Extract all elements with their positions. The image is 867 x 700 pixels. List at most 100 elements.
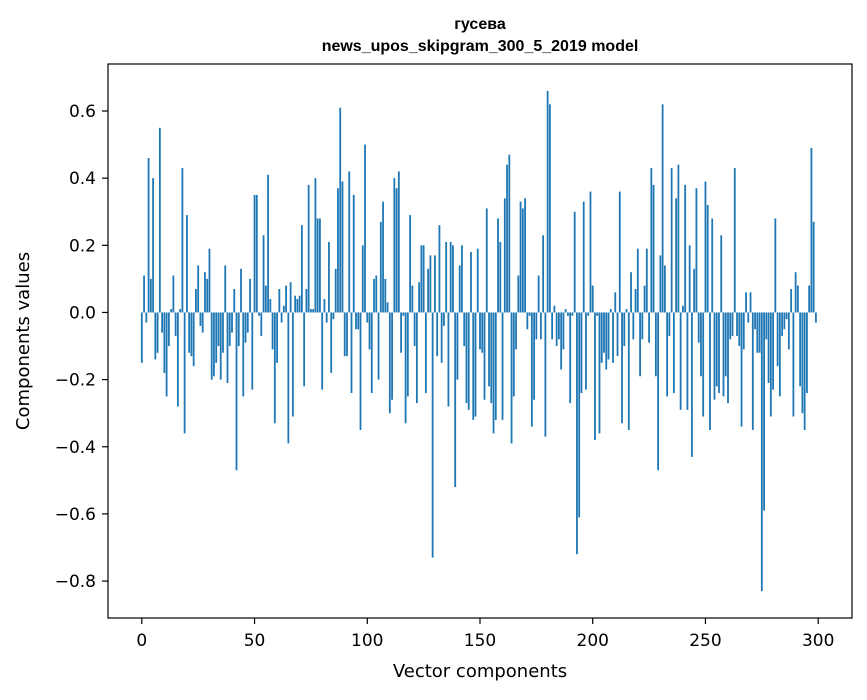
bar [436, 312, 439, 357]
bar [228, 312, 231, 347]
bar [242, 312, 245, 397]
bar [682, 305, 684, 313]
bar [654, 312, 657, 377]
bar [402, 312, 405, 316]
bar [783, 312, 786, 330]
bar [648, 312, 650, 343]
bar [161, 312, 164, 333]
bar [143, 275, 145, 313]
bar [359, 312, 362, 430]
bar [267, 174, 269, 313]
bar [621, 312, 623, 424]
bar [555, 312, 558, 347]
bar [508, 154, 511, 313]
bar [305, 288, 308, 313]
bar [796, 285, 799, 313]
bar [607, 312, 610, 360]
bar [465, 312, 468, 404]
bar [503, 198, 506, 313]
bar [585, 312, 587, 390]
bar [758, 312, 761, 353]
bar [567, 312, 569, 316]
bar [140, 312, 143, 363]
bar [729, 312, 732, 340]
bar [490, 312, 493, 404]
bar [485, 208, 488, 313]
bar [420, 245, 423, 313]
bar [183, 312, 186, 434]
x-tick-label: 0 [136, 631, 147, 651]
bar [409, 215, 412, 313]
bar [767, 312, 770, 383]
bar [587, 312, 590, 316]
bar [307, 184, 310, 313]
bar [406, 312, 409, 397]
y-tick-label: 0.4 [69, 169, 96, 189]
bar [668, 312, 671, 336]
bar [670, 168, 673, 313]
bar [481, 312, 484, 353]
bar [222, 312, 224, 353]
bar-series [140, 90, 817, 592]
bar [312, 309, 315, 313]
bar [429, 255, 432, 313]
bar [152, 178, 154, 313]
x-tick-label: 250 [689, 631, 721, 651]
bar [787, 312, 790, 350]
bar [569, 312, 572, 404]
bar [273, 312, 276, 424]
bar [623, 312, 626, 347]
bar [506, 164, 508, 313]
bar [594, 312, 596, 441]
bar [246, 312, 249, 333]
y-tick-label: 0.2 [69, 236, 96, 256]
bar [231, 312, 233, 333]
bar [803, 312, 806, 430]
x-tick-label: 200 [577, 631, 609, 651]
bar [282, 305, 285, 313]
bar [639, 312, 641, 377]
bar [772, 312, 774, 390]
bar [454, 312, 457, 488]
bar [483, 312, 486, 400]
bar [415, 312, 418, 404]
bar [603, 312, 605, 353]
bar [609, 309, 612, 313]
bar [328, 241, 330, 313]
bar [154, 312, 157, 360]
bar [287, 312, 290, 444]
bar [693, 268, 696, 313]
bar [765, 312, 768, 340]
bar [801, 312, 804, 414]
bar [397, 171, 400, 313]
bar [337, 188, 339, 313]
bar [542, 235, 545, 313]
bar [458, 265, 461, 313]
bar [325, 312, 328, 323]
bar [368, 312, 371, 350]
bar [262, 235, 265, 313]
bar [341, 181, 344, 313]
bar [661, 104, 664, 313]
plot-frame [107, 63, 853, 619]
bar [440, 312, 443, 363]
bar [190, 312, 193, 357]
bar [424, 312, 427, 394]
bar [224, 265, 227, 313]
bar [384, 278, 387, 313]
bar [706, 205, 709, 313]
bar [747, 312, 750, 323]
bar [298, 295, 301, 313]
bar [625, 309, 628, 313]
bar [526, 312, 529, 330]
x-tick-label: 300 [802, 631, 834, 651]
bar [294, 295, 297, 313]
bar [213, 312, 215, 377]
bar [179, 309, 182, 313]
bar [174, 312, 177, 336]
bar [627, 312, 630, 430]
bar [733, 168, 736, 313]
bar [343, 312, 346, 357]
bar [400, 312, 402, 353]
bar [210, 312, 213, 380]
